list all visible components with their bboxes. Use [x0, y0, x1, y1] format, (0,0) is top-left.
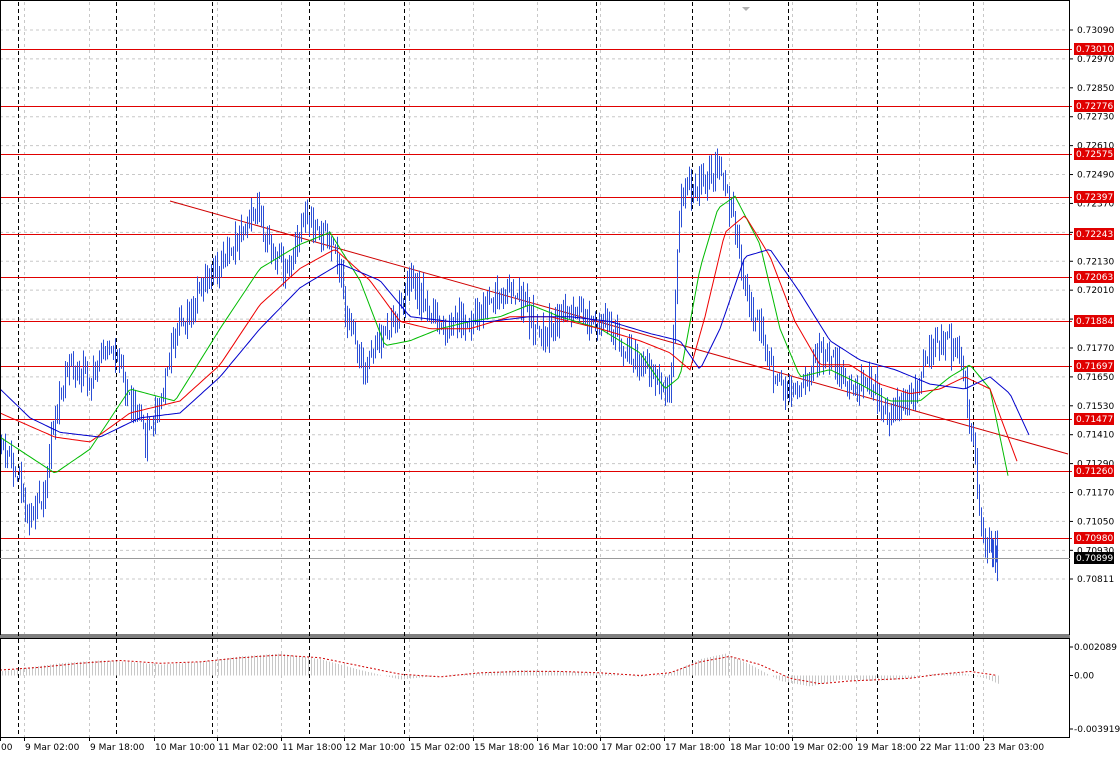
x-tick-label: 17 Mar 02:00 [601, 743, 661, 753]
x-tick-label: 9 Mar 02:00 [25, 743, 80, 753]
moving-averages [0, 195, 1030, 476]
level-price-tag [1074, 360, 1114, 372]
x-tick-label: 23 Mar 03:00 [984, 743, 1044, 753]
x-tick-label: 10 Mar 10:00 [155, 743, 215, 753]
shift-marker-icon [742, 7, 750, 11]
osc-tick-label: 0.00 [1074, 672, 1094, 682]
level-price-tag [1074, 315, 1114, 327]
level-price-label: 0.72063 [1076, 273, 1113, 283]
oscillator-panel [0, 653, 999, 687]
level-price-tag [1074, 413, 1114, 425]
moving-average-2 [0, 215, 1018, 462]
candles [1, 148, 998, 582]
moving-average-3 [0, 249, 1030, 438]
osc-tick-label: 0.002089 [1074, 643, 1117, 653]
level-price-label: 0.73010 [1076, 45, 1113, 55]
chart-frame [0, 0, 1070, 738]
y-tick-label: 0.71050 [1077, 517, 1114, 527]
y-tick-label: 0.73090 [1077, 26, 1114, 36]
level-price-tag [1074, 228, 1114, 240]
x-tick-label: 15 Mar 18:00 [474, 743, 534, 753]
y-tick-label: 0.70930 [1077, 546, 1114, 556]
x-tick-label: 17 Mar 18:00 [665, 743, 725, 753]
y-tick-label: 0.71410 [1077, 431, 1114, 441]
x-tick-label: 16 Mar 10:00 [538, 743, 598, 753]
level-price-label: 0.72575 [1076, 150, 1113, 160]
x-tick-label: 12 Mar 10:00 [345, 743, 405, 753]
y-tick-label: 0.72850 [1077, 84, 1114, 94]
y-tick-label: 0.72970 [1077, 55, 1114, 65]
oscillator-signal [0, 654, 997, 684]
current-price-tag [1074, 552, 1114, 564]
level-price-label: 0.71477 [1076, 415, 1113, 425]
x-tick-label: 11 Mar 02:00 [218, 743, 278, 753]
x-axis: 00 9 Mar 02:00 9 Mar 18:00 10 Mar 10:00 11 M… [0, 737, 1044, 753]
horizontal-levels [0, 49, 1072, 539]
y-tick-label: 0.71650 [1077, 373, 1114, 383]
level-price-tag [1074, 271, 1114, 283]
level-price-tag [1074, 100, 1114, 112]
x-tick-label: 19 Mar 02:00 [793, 743, 853, 753]
y-tick-label: 0.72730 [1077, 113, 1114, 123]
x-tick-label: 22 Mar 11:00 [920, 743, 980, 753]
oscillator-panel-border [0, 638, 1070, 738]
level-price-label: 0.72243 [1076, 230, 1113, 240]
level-price-tag [1074, 191, 1114, 203]
x-tick-label: 9 Mar 18:00 [90, 743, 145, 753]
level-price-label: 0.71884 [1076, 317, 1113, 327]
x-tick-label: 19 Mar 18:00 [857, 743, 917, 753]
y-tick-label: 0.72490 [1077, 171, 1114, 181]
level-price-label: 0.70980 [1076, 534, 1113, 544]
level-price-label: 0.71260 [1076, 467, 1113, 477]
y-tick-label: 0.72130 [1077, 257, 1114, 267]
level-price-tag [1074, 43, 1114, 55]
level-price-tag [1074, 148, 1114, 160]
x-tick-label: 11 Mar 18:00 [282, 743, 342, 753]
y-tick-label: 0.72010 [1077, 286, 1114, 296]
x-tick-label: 15 Mar 02:00 [410, 743, 470, 753]
y-tick-label: 0.70811 [1077, 575, 1114, 585]
osc-tick-label: -0.003919 [1074, 725, 1120, 735]
moving-average-1 [0, 195, 1009, 476]
y-tick-label: 0.71170 [1077, 489, 1114, 499]
y-tick-label: 0.71770 [1077, 344, 1114, 354]
level-price-label: 0.72776 [1076, 102, 1113, 112]
y-tick-label: 0.72610 [1077, 142, 1114, 152]
y-tick-label: 0.72370 [1077, 199, 1114, 209]
y-tick-label: 0.71530 [1077, 402, 1114, 412]
current-price-label: 0.70899 [1076, 554, 1113, 564]
day-separators [18, 2, 974, 737]
x-tick-label: 00 [1, 743, 13, 753]
level-price-tag [1074, 532, 1114, 544]
y-tick-label: 0.71290 [1077, 460, 1114, 470]
oscillator-axis: 0.002089 0.00 -0.003919 [1069, 643, 1120, 735]
level-price-label: 0.71697 [1076, 362, 1113, 372]
x-tick-label: 18 Mar 10:00 [730, 743, 790, 753]
y-axis: 0.73090 0.72970 0.72850 0.72730 0.72610 0.724… [0, 26, 1114, 585]
level-price-tag [1074, 465, 1114, 477]
main-panel-border [0, 0, 1070, 636]
grid [0, 2, 1068, 737]
level-price-label: 0.72397 [1076, 193, 1113, 203]
